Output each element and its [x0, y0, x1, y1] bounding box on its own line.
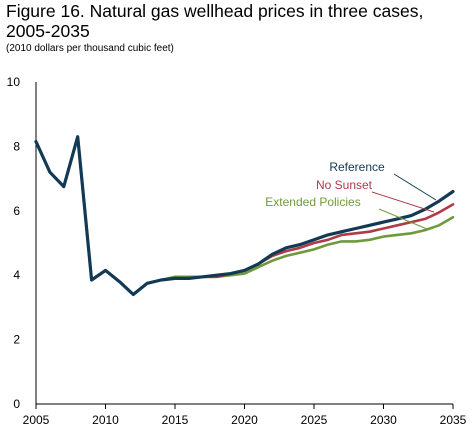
x-tick-label: 2015	[162, 413, 189, 427]
y-tick-label: 10	[7, 75, 21, 89]
x-tick-label: 2020	[231, 413, 258, 427]
y-tick-label: 2	[13, 333, 20, 347]
series-lines	[34, 135, 455, 297]
y-tick-label: 8	[13, 139, 20, 153]
leader-line-extended-policies	[378, 208, 428, 230]
series-label-no-sunset: No Sunset	[316, 178, 373, 192]
series-labels: Extended Policies No Sunset Reference	[265, 160, 437, 230]
y-tick-label: 0	[13, 397, 20, 411]
chart-axes	[35, 82, 453, 405]
leader-line-reference	[393, 173, 437, 201]
chart-title-line-2: 2005-2035	[6, 21, 90, 41]
y-tick-label: 6	[13, 204, 20, 218]
x-axis-tick-labels: 2005 2010 2015 2020 2025 2030 2035	[23, 404, 467, 427]
y-axis-tick-labels: 0 2 4 6 8 10	[7, 75, 21, 411]
x-tick-label: 2030	[370, 413, 397, 427]
x-tick-label: 2035	[440, 413, 467, 427]
y-tick-label: 4	[13, 268, 20, 282]
series-label-reference: Reference	[329, 160, 385, 174]
x-tick-label: 2010	[92, 413, 119, 427]
chart-title-line-1: Figure 16. Natural gas wellhead prices i…	[6, 1, 424, 21]
series-line-reference	[34, 135, 455, 297]
chart-title: Figure 16. Natural gas wellhead prices i…	[6, 1, 466, 41]
x-tick-label: 2025	[301, 413, 328, 427]
leader-line-no-sunset	[371, 191, 435, 213]
x-tick-label: 2005	[23, 413, 50, 427]
chart-units-subtitle: (2010 dollars per thousand cubic feet)	[6, 43, 174, 54]
series-label-extended-policies: Extended Policies	[265, 195, 360, 209]
